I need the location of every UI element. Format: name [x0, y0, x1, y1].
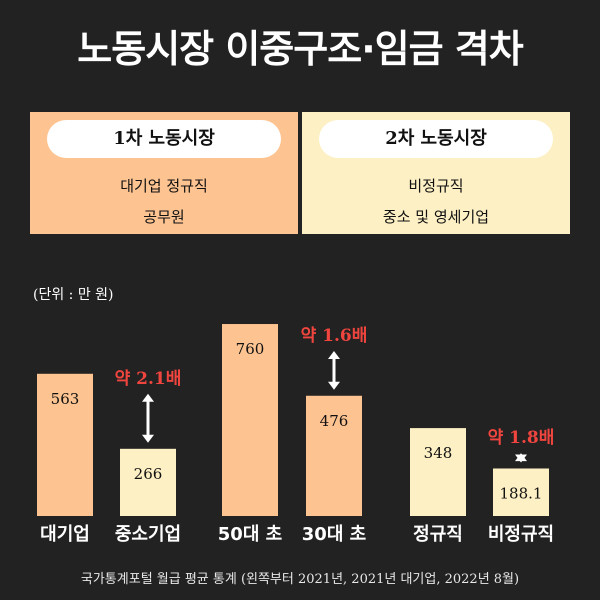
bar-value-label: 476 — [320, 412, 349, 430]
bar — [120, 448, 176, 516]
panel-heading: 1차 노동시장 — [47, 120, 281, 158]
bar-value-label: 563 — [51, 390, 80, 408]
bar-value-label: 188.1 — [500, 484, 543, 502]
bar — [306, 395, 362, 516]
ratio-label: 약 1.8배 — [488, 427, 555, 448]
page-title: 노동시장 이중구조·임금 격차 — [77, 27, 523, 71]
ratio-label: 약 2.1배 — [115, 368, 182, 389]
ratio-label: 약 1.6배 — [301, 325, 368, 346]
bar — [410, 428, 466, 516]
arrow-head-down-icon — [142, 434, 154, 443]
category-label: 비정규직 — [488, 524, 554, 545]
category-label: 정규직 — [413, 524, 463, 545]
arrow-head-up-icon — [328, 351, 340, 360]
primary-labor-market-panel: 1차 노동시장 대기업 정규직 공무원 — [30, 112, 298, 234]
arrow-head-down-icon — [515, 454, 527, 463]
panel-heading: 2차 노동시장 — [319, 120, 553, 158]
panel-line: 대기업 정규직 — [120, 177, 208, 195]
category-label: 50대 초 — [218, 524, 282, 545]
secondary-labor-market-panel: 2차 노동시장 비정규직 중소 및 영세기업 — [302, 112, 570, 234]
bar-value-label: 760 — [236, 340, 265, 358]
panel-line: 공무원 — [143, 208, 185, 226]
bar-value-label: 348 — [424, 444, 453, 462]
category-label: 중소기업 — [115, 524, 181, 545]
bar — [493, 468, 549, 516]
category-label: 30대 초 — [302, 524, 366, 545]
panel-line: 비정규직 — [408, 177, 464, 195]
bar — [222, 324, 278, 516]
arrow-head-down-icon — [328, 381, 340, 390]
source-footnote: 국가통계포털 월급 평균 통계 (왼쪽부터 2021년, 2021년 대기업, … — [80, 572, 520, 587]
category-label: 대기업 — [40, 524, 90, 545]
arrow-head-up-icon — [142, 393, 154, 402]
bar — [37, 373, 93, 516]
panel-line: 중소 및 영세기업 — [382, 208, 490, 226]
unit-label: (단위 : 만 원) — [33, 287, 114, 303]
bar-value-label: 266 — [134, 465, 163, 483]
